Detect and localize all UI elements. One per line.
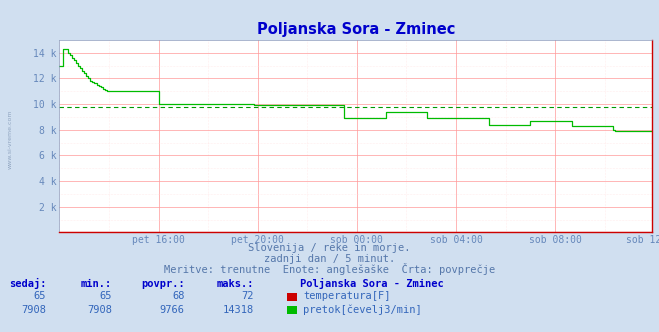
Text: sedaj:: sedaj:	[9, 278, 46, 289]
Text: min.:: min.:	[81, 279, 112, 289]
Text: temperatura[F]: temperatura[F]	[303, 291, 391, 301]
Text: Slovenija / reke in morje.: Slovenija / reke in morje.	[248, 243, 411, 253]
Title: Poljanska Sora - Zminec: Poljanska Sora - Zminec	[256, 22, 455, 37]
Text: 72: 72	[241, 291, 254, 301]
Text: pretok[čevelj3/min]: pretok[čevelj3/min]	[303, 304, 422, 315]
Text: 68: 68	[172, 291, 185, 301]
Text: 7908: 7908	[21, 305, 46, 315]
Text: Meritve: trenutne  Enote: anglešaške  Črta: povprečje: Meritve: trenutne Enote: anglešaške Črta…	[164, 263, 495, 275]
Text: maks.:: maks.:	[216, 279, 254, 289]
Text: 65: 65	[34, 291, 46, 301]
Text: www.si-vreme.com: www.si-vreme.com	[7, 110, 13, 169]
Text: 65: 65	[100, 291, 112, 301]
Text: 14318: 14318	[223, 305, 254, 315]
Text: 7908: 7908	[87, 305, 112, 315]
Text: povpr.:: povpr.:	[141, 279, 185, 289]
Text: Poljanska Sora - Zminec: Poljanska Sora - Zminec	[300, 278, 444, 289]
Text: 9766: 9766	[159, 305, 185, 315]
Text: zadnji dan / 5 minut.: zadnji dan / 5 minut.	[264, 254, 395, 264]
